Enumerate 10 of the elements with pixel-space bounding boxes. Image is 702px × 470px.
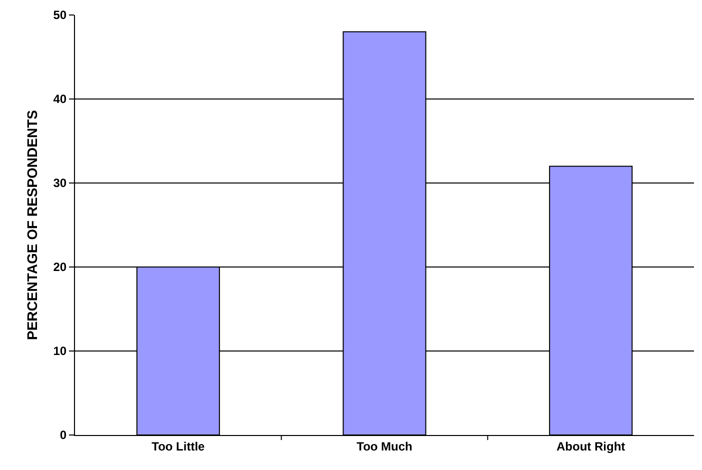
y-tick-label: 10 — [53, 344, 67, 358]
y-tick-label: 30 — [53, 176, 67, 190]
x-tick-label: Too Much — [356, 439, 412, 454]
y-axis-title: PERCENTAGE OF RESPONDENTS — [24, 110, 40, 340]
x-tick-label: About Right — [556, 439, 626, 454]
y-tick-label: 0 — [60, 428, 67, 442]
y-tick-label: 40 — [53, 92, 67, 106]
y-tick-label: 50 — [53, 8, 67, 22]
y-tick-label: 20 — [53, 260, 67, 274]
x-tick-label: Too Little — [152, 439, 206, 454]
